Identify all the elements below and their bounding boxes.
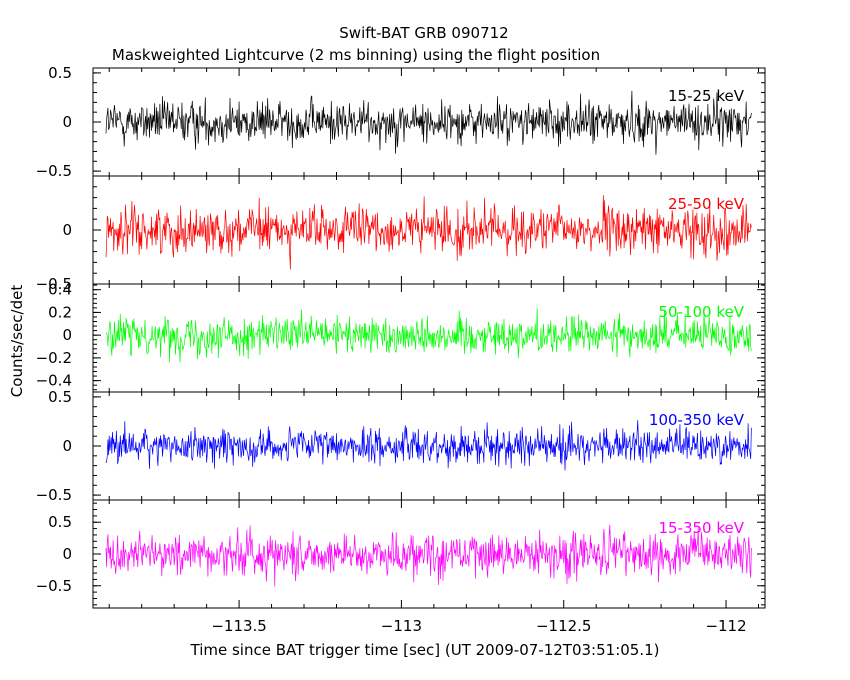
x-tick-label: −112.5 bbox=[536, 617, 592, 635]
series-line bbox=[105, 90, 752, 155]
series-line bbox=[105, 308, 752, 363]
y-tick-label: −0.5 bbox=[36, 275, 72, 293]
x-axis: −113.5 −113 −112.5 −112 bbox=[211, 617, 746, 635]
y-tick-label: 0.5 bbox=[48, 388, 72, 406]
panel-4: −0.5 0 0.5 100-350 keV bbox=[36, 388, 766, 504]
chart-title: Swift-BAT GRB 090712 bbox=[339, 24, 508, 42]
series-line bbox=[105, 195, 752, 270]
y-tick-label: 0.4 bbox=[48, 281, 72, 299]
band-label: 15-25 keV bbox=[668, 87, 745, 105]
band-label: 25-50 keV bbox=[668, 195, 745, 213]
chart-subtitle: Maskweighted Lightcurve (2 ms binning) u… bbox=[112, 46, 600, 64]
y-tick-label: −0.5 bbox=[36, 162, 72, 180]
y-tick-label: 0 bbox=[62, 221, 72, 239]
series-line bbox=[105, 420, 752, 471]
y-tick-label: 0 bbox=[62, 545, 72, 563]
panel-3: −0.4 −0.2 0 0.2 0.4 50-100 keV bbox=[36, 281, 766, 393]
panel-frame bbox=[92, 499, 766, 609]
y-tick-label: −0.2 bbox=[36, 349, 72, 367]
panel-2: −0.5 0 25-50 keV bbox=[36, 175, 766, 293]
y-tick-label: −0.4 bbox=[36, 372, 72, 390]
y-tick-label: 0.2 bbox=[48, 303, 72, 321]
y-axis-label: Counts/sec/det bbox=[8, 285, 26, 398]
band-label: 100-350 keV bbox=[649, 411, 745, 429]
panels-group: −0.5 0 0.5 15-25 keV −0.5 0 25-50 keV −0.4 −0.2 0… bbox=[36, 64, 766, 609]
y-tick-label: −0.5 bbox=[36, 577, 72, 595]
y-tick-label: −0.5 bbox=[36, 486, 72, 504]
series-line bbox=[105, 524, 752, 587]
x-axis-label: Time since BAT trigger time [sec] (UT 20… bbox=[190, 641, 660, 659]
panel-1: −0.5 0 0.5 15-25 keV bbox=[36, 64, 766, 180]
panel-5: −0.5 0 0.5 15-350 keV bbox=[36, 499, 766, 609]
y-tick-label: 0.5 bbox=[48, 64, 72, 82]
x-tick-label: −112 bbox=[705, 617, 746, 635]
x-tick-label: −113.5 bbox=[211, 617, 267, 635]
x-tick-label: −113 bbox=[381, 617, 422, 635]
band-label: 50-100 keV bbox=[658, 303, 744, 321]
band-label: 15-350 keV bbox=[658, 519, 744, 537]
y-tick-label: 0.5 bbox=[48, 513, 72, 531]
y-tick-label: 0 bbox=[62, 326, 72, 344]
y-tick-label: 0 bbox=[62, 437, 72, 455]
y-tick-label: 0 bbox=[62, 113, 72, 131]
